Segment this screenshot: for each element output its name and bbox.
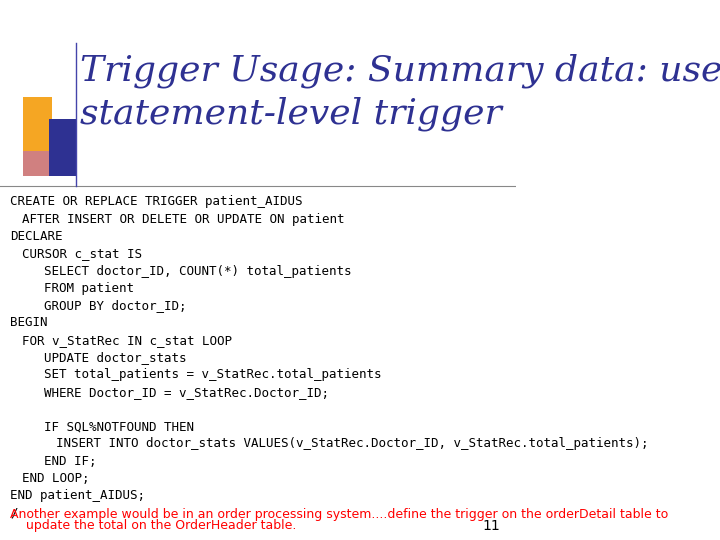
Text: BEGIN: BEGIN [10, 316, 48, 329]
Text: WHERE Doctor_ID = v_StatRec.Doctor_ID;: WHERE Doctor_ID = v_StatRec.Doctor_ID; [45, 386, 329, 399]
Text: update the total on the OrderHeader table.: update the total on the OrderHeader tabl… [10, 519, 297, 532]
Text: AFTER INSERT OR DELETE OR UPDATE ON patient: AFTER INSERT OR DELETE OR UPDATE ON pati… [22, 213, 344, 226]
Text: Trigger Usage: Summary data: use a
statement-level trigger: Trigger Usage: Summary data: use a state… [80, 54, 720, 131]
Text: /: / [10, 507, 18, 519]
Text: SELECT doctor_ID, COUNT(*) total_patients: SELECT doctor_ID, COUNT(*) total_patient… [45, 265, 352, 278]
Text: IF SQL%NOTFOUND THEN: IF SQL%NOTFOUND THEN [45, 420, 194, 433]
Text: END patient_AIDUS;: END patient_AIDUS; [10, 489, 145, 502]
Text: END IF;: END IF; [45, 455, 97, 468]
FancyBboxPatch shape [49, 119, 78, 176]
Text: Another example would be in an order processing system....define the trigger on : Another example would be in an order pro… [10, 508, 669, 521]
Text: FROM patient: FROM patient [45, 282, 135, 295]
Text: UPDATE doctor_stats: UPDATE doctor_stats [45, 351, 187, 364]
Text: CREATE OR REPLACE TRIGGER patient_AIDUS: CREATE OR REPLACE TRIGGER patient_AIDUS [10, 195, 303, 208]
Text: END LOOP;: END LOOP; [22, 472, 89, 485]
Text: DECLARE: DECLARE [10, 230, 63, 243]
Text: SET total_patients = v_StatRec.total_patients: SET total_patients = v_StatRec.total_pat… [45, 368, 382, 381]
Text: INSERT INTO doctor_stats VALUES(v_StatRec.Doctor_ID, v_StatRec.total_patients);: INSERT INTO doctor_stats VALUES(v_StatRe… [55, 437, 648, 450]
FancyBboxPatch shape [23, 143, 52, 176]
Text: FOR v_StatRec IN c_stat LOOP: FOR v_StatRec IN c_stat LOOP [22, 334, 232, 347]
FancyBboxPatch shape [23, 97, 52, 151]
Text: 11: 11 [483, 519, 500, 534]
Text: GROUP BY doctor_ID;: GROUP BY doctor_ID; [45, 299, 187, 312]
Text: CURSOR c_stat IS: CURSOR c_stat IS [22, 247, 142, 260]
